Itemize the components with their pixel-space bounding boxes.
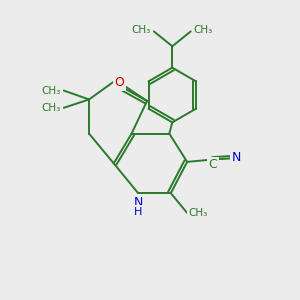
Text: C: C xyxy=(208,158,217,171)
Text: CH₃: CH₃ xyxy=(132,25,151,34)
Text: O: O xyxy=(114,76,124,89)
Text: CH₃: CH₃ xyxy=(194,25,213,34)
Text: CH₃: CH₃ xyxy=(42,85,61,96)
Text: CH₃: CH₃ xyxy=(189,208,208,218)
Text: H: H xyxy=(134,206,142,217)
Text: N: N xyxy=(134,196,143,209)
Text: CH₃: CH₃ xyxy=(42,103,61,113)
Text: N: N xyxy=(232,151,241,164)
